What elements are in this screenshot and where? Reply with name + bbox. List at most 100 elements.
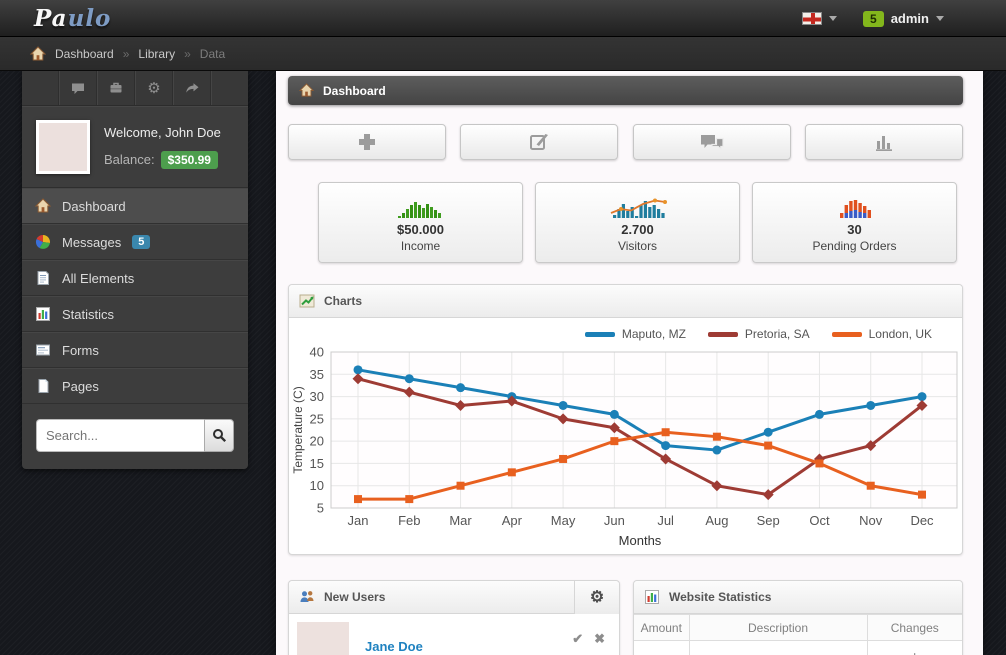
svg-text:Nov: Nov <box>859 513 883 528</box>
share-icon <box>186 83 199 93</box>
sidebar-item-label: Forms <box>62 342 99 358</box>
svg-text:25: 25 <box>310 411 324 426</box>
website-statistics-table: Amount Description Changes + <box>634 614 962 655</box>
reject-icon[interactable]: ✖ <box>594 631 605 646</box>
svg-text:35: 35 <box>310 367 324 382</box>
sidebar-tool-share[interactable] <box>173 71 211 105</box>
breadcrumb-item-library[interactable]: Library <box>138 46 176 61</box>
messages-count-badge: 5 <box>132 235 151 249</box>
svg-text:40: 40 <box>310 345 324 360</box>
new-users-settings-button[interactable]: ⚙ <box>574 581 619 614</box>
bar-chart-icon <box>876 136 892 151</box>
search-input[interactable] <box>36 419 204 452</box>
new-users-title: New Users <box>324 590 386 604</box>
edit-icon <box>530 134 548 150</box>
income-card[interactable]: $50.000 Income <box>318 182 523 263</box>
legend-item: Maputo, MZ <box>584 326 686 342</box>
language-dropdown[interactable] <box>802 12 838 25</box>
breadcrumb: Dashboard » Library » Data <box>0 37 1006 71</box>
visitors-card[interactable]: 2.700 Visitors <box>535 182 740 263</box>
svg-text:10: 10 <box>310 478 324 493</box>
sidebar-tool-blank-1[interactable] <box>22 71 59 105</box>
notification-badge: 5 <box>863 10 884 27</box>
sidebar-item-label: Dashboard <box>62 198 126 214</box>
breadcrumb-item-data: Data <box>199 46 226 61</box>
svg-text:Mar: Mar <box>449 513 472 528</box>
stat-cards: $50.000 Income 2.700 Visitors 30 <box>288 182 963 263</box>
pages-icon <box>38 379 49 393</box>
sidebar-tool-blank-2[interactable] <box>211 71 248 105</box>
legend-swatch <box>707 331 738 337</box>
home-icon <box>299 83 314 97</box>
column-header-changes: Changes <box>866 614 962 641</box>
svg-text:15: 15 <box>310 456 324 471</box>
username: admin <box>890 11 929 26</box>
caret-down-icon <box>936 16 944 21</box>
svg-text:Temperature (C): Temperature (C) <box>291 386 305 473</box>
top-bar: Paulo 5 admin <box>0 0 1006 37</box>
statistics-icon <box>645 590 659 604</box>
welcome-panel: Welcome, John Doe Balance: $350.99 <box>22 106 248 188</box>
pending-orders-card[interactable]: 30 Pending Orders <box>752 182 957 263</box>
legend-swatch <box>831 331 862 337</box>
sidebar-tool-settings[interactable]: ⚙ <box>135 71 173 105</box>
sidebar-tool-comments[interactable] <box>59 71 97 105</box>
user-dropdown[interactable]: 5 admin <box>863 10 944 27</box>
main-content: Dashboard $50.000 Income <box>276 71 983 655</box>
legend-swatch <box>584 331 615 337</box>
sidebar-item-messages[interactable]: Messages 5 <box>22 224 248 260</box>
sidebar-item-forms[interactable]: Forms <box>22 332 248 368</box>
page-title-bar: Dashboard <box>288 76 963 105</box>
home-icon <box>30 45 46 60</box>
svg-text:5: 5 <box>317 501 324 516</box>
new-users-header: New Users ⚙ <box>289 581 619 614</box>
income-label: Income <box>400 239 441 253</box>
sidebar-item-statistics[interactable]: Statistics <box>22 296 248 332</box>
charts-panel: Charts Maputo, MZ Pretoria, SA London, UK … <box>288 284 963 555</box>
svg-text:May: May <box>551 513 576 528</box>
sidebar-tool-briefcase[interactable] <box>97 71 135 105</box>
legend-label: Maputo, MZ <box>621 327 686 341</box>
charts-panel-title: Charts <box>324 294 363 308</box>
svg-text:Oct: Oct <box>809 513 830 528</box>
comments-icon <box>701 135 724 151</box>
temperature-chart: 5 10 15 20 25 30 35 40 Jan Feb Mar Apr May Jun Jul Aug S… <box>291 345 958 548</box>
pending-orders-label: Pending Orders <box>812 239 897 253</box>
users-icon <box>300 591 314 602</box>
forms-icon <box>36 344 50 356</box>
svg-text:Feb: Feb <box>398 513 420 528</box>
sidebar-item-label: Statistics <box>62 306 115 322</box>
balance-label: Balance: <box>104 152 155 168</box>
svg-text:20: 20 <box>310 434 324 449</box>
app-logo[interactable]: Paulo <box>34 5 111 32</box>
sidebar-item-dashboard[interactable]: Dashboard <box>22 188 248 224</box>
statistics-icon <box>36 307 50 321</box>
edit-button[interactable] <box>460 124 618 160</box>
website-statistics-title: Website Statistics <box>669 590 772 604</box>
sidebar-item-pages[interactable]: Pages <box>22 368 248 404</box>
breadcrumb-item-dashboard[interactable]: Dashboard <box>55 46 114 61</box>
chart-up-icon <box>299 294 315 308</box>
add-button[interactable] <box>288 124 446 160</box>
visitors-label: Visitors <box>617 239 658 253</box>
sidebar-item-all-elements[interactable]: All Elements <box>22 260 248 296</box>
stats-button[interactable] <box>805 124 963 160</box>
messages-icon <box>35 234 50 249</box>
user-name-link[interactable]: Jane Doe <box>365 639 423 654</box>
welcome-greeting: Welcome, John Doe <box>104 125 221 141</box>
legend-item: Pretoria, SA <box>707 326 810 342</box>
charts-panel-header: Charts <box>289 285 962 318</box>
page-title: Dashboard <box>323 83 386 98</box>
sidebar-toolbar: ⚙ <box>22 71 248 106</box>
search-button[interactable] <box>204 419 234 452</box>
svg-text:Sep: Sep <box>757 513 780 528</box>
balance-badge: $350.99 <box>160 150 218 169</box>
breadcrumb-separator: » <box>184 46 191 61</box>
comment-icon <box>72 83 84 94</box>
comments-button[interactable] <box>633 124 791 160</box>
income-value: $50.000 <box>397 222 444 237</box>
gear-icon: ⚙ <box>589 588 605 606</box>
caret-down-icon <box>829 16 838 21</box>
approve-icon[interactable]: ✔ <box>572 631 584 646</box>
column-header-amount: Amount <box>634 614 690 641</box>
